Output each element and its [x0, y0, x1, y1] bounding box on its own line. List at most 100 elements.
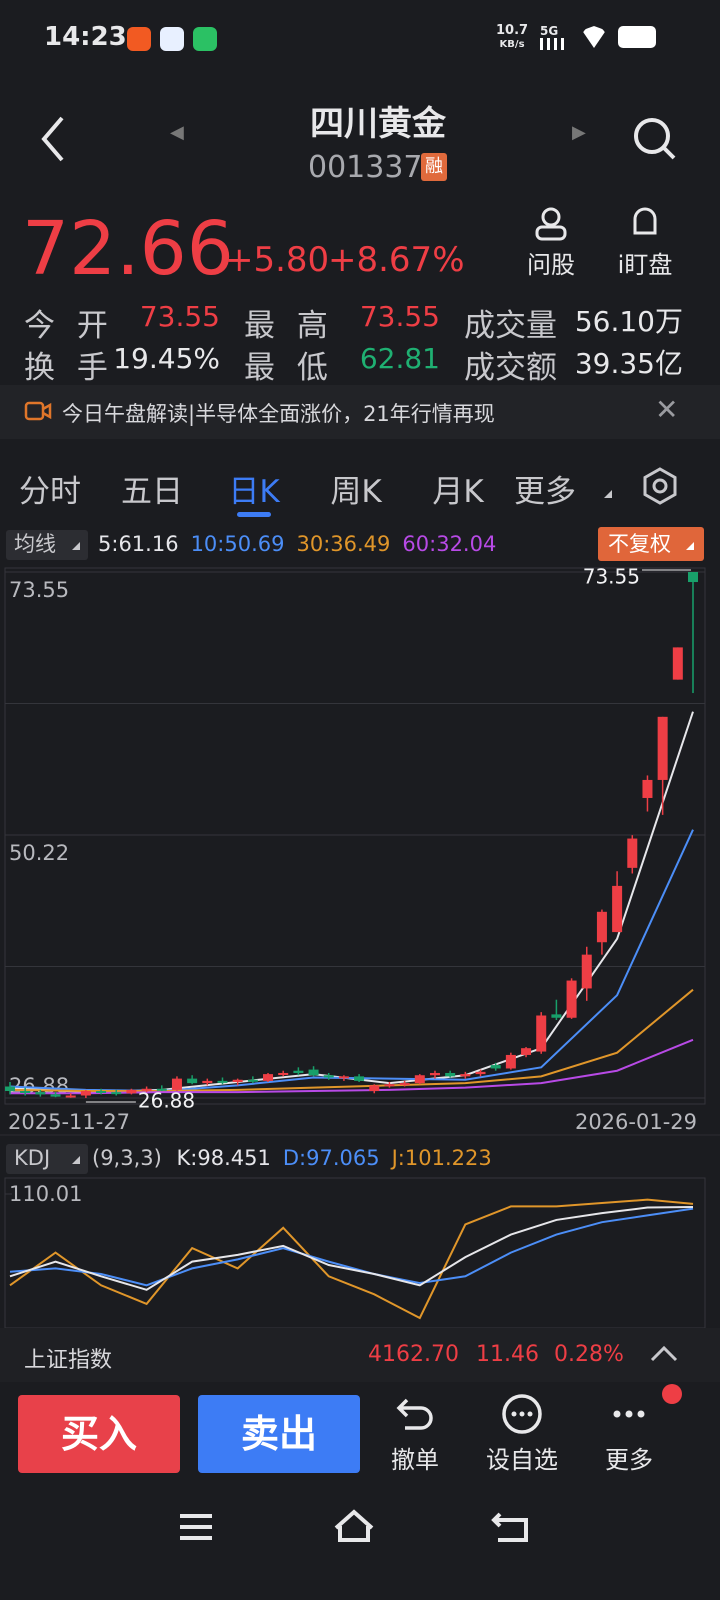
- x-label: 2025-11-27: [8, 1110, 130, 1134]
- x-label: 2026-01-29: [575, 1110, 697, 1134]
- candle-body: [323, 1075, 334, 1078]
- adjust-button[interactable]: [598, 527, 704, 561]
- candle-body: [217, 1080, 228, 1083]
- ma-line: [9, 711, 694, 1094]
- app-icon: [193, 27, 217, 51]
- tab[interactable]: 周K: [330, 474, 382, 510]
- candle-body: [187, 1078, 198, 1084]
- search-button[interactable]: [630, 114, 680, 164]
- index-pct: 0.28%: [554, 1342, 624, 1367]
- ask-button[interactable]: 问股: [520, 205, 582, 280]
- back-button[interactable]: [36, 114, 70, 164]
- candle-body: [20, 1091, 31, 1094]
- dropdown-caret: [604, 490, 612, 498]
- nav-menu[interactable]: [180, 1514, 212, 1540]
- watchlist-button[interactable]: 设自选: [480, 1392, 564, 1475]
- ma-line: [10, 1038, 694, 1095]
- kdj-line: [9, 1198, 694, 1320]
- index-bar[interactable]: 上证指数 4162.70 11.46 0.28%: [0, 1328, 720, 1382]
- candle-body: [338, 1076, 349, 1079]
- candle-body: [688, 572, 698, 583]
- max-label: 73.55: [583, 565, 640, 589]
- sell-button[interactable]: 卖出: [198, 1395, 360, 1473]
- legend-name: D:: [283, 1146, 306, 1170]
- candle-body: [505, 1054, 516, 1069]
- candle-body: [490, 1065, 501, 1069]
- stat-label: 成交额: [464, 350, 557, 386]
- ask-label: 问股: [527, 251, 575, 279]
- stat-value: 73.55: [139, 300, 220, 333]
- adjust-caret: [686, 542, 694, 550]
- candle-body: [460, 1074, 471, 1077]
- candle-body: [566, 980, 577, 1018]
- more-button[interactable]: 更多: [594, 1392, 664, 1475]
- speed-unit: KB/s: [499, 39, 525, 50]
- candle-body: [642, 779, 653, 798]
- indicator-caret: [72, 1156, 80, 1164]
- legend-name: 30:: [296, 532, 330, 556]
- stock-name: 四川黄金: [310, 104, 446, 144]
- tab[interactable]: 五日: [121, 474, 183, 510]
- legend-value: 61.16: [118, 532, 178, 556]
- candle-body: [369, 1085, 380, 1092]
- candle-body: [536, 1015, 547, 1052]
- candle-body: [399, 1083, 410, 1086]
- kdj-line: [9, 1207, 694, 1287]
- legend-name: J:: [390, 1146, 405, 1170]
- nav-home[interactable]: [334, 1509, 374, 1542]
- cancel-button[interactable]: 撤单: [380, 1392, 450, 1475]
- legend-name: K:: [177, 1146, 198, 1170]
- stat-label: 今 开: [24, 308, 114, 344]
- index-name: 上证指数: [24, 1348, 113, 1373]
- candle-body: [551, 1014, 562, 1018]
- battery-icon: [618, 26, 656, 48]
- settings-button[interactable]: [640, 466, 680, 506]
- candle-body: [35, 1092, 46, 1095]
- candle-body: [65, 1095, 76, 1098]
- change-pct: +8.67%: [328, 240, 465, 280]
- tab[interactable]: 日K: [228, 474, 280, 510]
- candle-body: [80, 1091, 91, 1096]
- app-icon: [160, 27, 184, 51]
- change: +5.80: [225, 240, 330, 280]
- signal-icon: [540, 38, 572, 50]
- legend-value: 32.04: [436, 532, 496, 556]
- tab[interactable]: 更多: [514, 474, 576, 510]
- candle-body: [156, 1088, 167, 1091]
- watch-button[interactable]: i盯盘: [612, 205, 678, 280]
- indicator-chip: [6, 1144, 88, 1174]
- legend-name: 5:: [98, 532, 118, 556]
- candle-body: [232, 1079, 243, 1082]
- stat-value: 73.55: [359, 300, 440, 333]
- nav-back[interactable]: [491, 1512, 528, 1542]
- stat-value: 19.45%: [113, 342, 220, 375]
- candle-body: [581, 954, 592, 989]
- stat-value: 39.35亿: [574, 347, 683, 380]
- tab[interactable]: 分时: [19, 474, 81, 510]
- legend-name: 10:: [191, 532, 225, 556]
- indicator-chip: [6, 530, 88, 560]
- index-value: 4162.70: [368, 1342, 459, 1367]
- candle-body: [475, 1071, 486, 1075]
- candle-body: [278, 1072, 289, 1075]
- banner-close[interactable]: ✕: [655, 393, 679, 426]
- stat-label: 最 低: [244, 350, 334, 386]
- tab-indicator: [237, 512, 271, 517]
- stat-value: 56.10万: [574, 305, 683, 338]
- status-time: 14:23: [44, 22, 127, 52]
- tab[interactable]: 月K: [432, 474, 484, 510]
- next-stock[interactable]: ▶: [572, 122, 586, 143]
- plot-frame: [4, 567, 706, 1105]
- banner[interactable]: 今日午盘解读|半导体全面涨价，21年行情再现 ✕: [0, 385, 720, 439]
- buy-button[interactable]: 买入: [18, 1395, 180, 1473]
- kdj-tick-label: 110.01: [9, 1182, 82, 1206]
- legend-value: 50.69: [224, 532, 284, 556]
- candle-body: [202, 1080, 213, 1084]
- watchlist-label: 设自选: [486, 1446, 558, 1474]
- legend-value: 36.49: [330, 532, 390, 556]
- candle-body: [111, 1092, 122, 1095]
- stat-label: 换 手: [24, 350, 114, 386]
- stat-label: 最 高: [244, 308, 334, 344]
- prev-stock[interactable]: ◀: [170, 122, 184, 143]
